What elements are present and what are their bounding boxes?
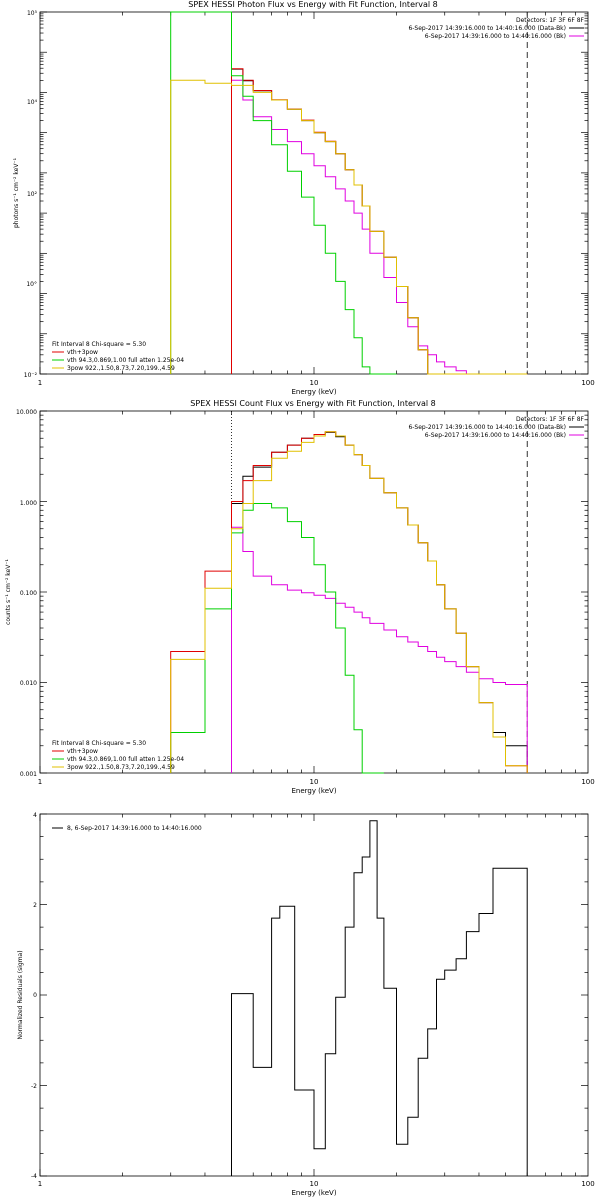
series-line-2 [231, 526, 528, 773]
series-line-3 [231, 68, 528, 375]
y-tick-label: 1.000 [20, 500, 37, 507]
chart-title: SPEX HESSI Count Flux vs Energy with Fit… [190, 399, 435, 408]
top-legend: Detectors: 1F 3F 6F 8F 6-Sep-2017 14:39:… [408, 17, 584, 40]
legend-text: Fit Interval 8 Chi-square = 5.30 [52, 740, 146, 747]
series-line-3 [170, 431, 528, 773]
tick-marks [39, 11, 588, 375]
y-tick-label: 4 [33, 812, 37, 819]
series-line-5 [170, 431, 528, 773]
y-axis-label: Normalized Residuals (sigma) [17, 950, 24, 1039]
legend-text: vth 94.3,0.869,1.00 full atten 1.25e-04 [67, 357, 184, 364]
legend-text: Fit Interval 8 Chi-square = 5.30 [52, 341, 146, 348]
bottom-legend: Fit Interval 8 Chi-square = 5.30 vth+3po… [52, 341, 184, 372]
y-tick-label: -2 [31, 1083, 37, 1090]
y-tick-labels: 4 2 0 -2 -4 [31, 812, 37, 1180]
chart-marks [170, 411, 528, 774]
x-tick-label: 1 [38, 1180, 42, 1188]
legend-text: vth+3pow [67, 748, 98, 755]
count-flux-panel: SPEX HESSI Count Flux vs Energy with Fit… [5, 399, 595, 795]
x-axis-label: Energy (keV) [291, 787, 336, 795]
y-tick-label: 10⁴ [27, 99, 38, 106]
y-tick-labels: 10.000 1.000 0.100 0.010 0.001 [16, 409, 37, 778]
y-tick-label: 0.010 [20, 680, 37, 687]
legend-text: vth+3pow [67, 349, 98, 356]
y-tick-label: 10° [26, 281, 37, 288]
plot-frame [39, 11, 589, 375]
tick-marks [39, 410, 588, 774]
y-tick-label: -4 [31, 1173, 37, 1180]
y-tick-label: 10.000 [16, 409, 37, 416]
series-line-4 [170, 11, 397, 375]
top-legend: Detectors: 1F 3F 6F 8F 6-Sep-2017 14:39:… [408, 416, 584, 439]
legend-text: 8, 6-Sep-2017 14:39:16.000 to 14:40:16.0… [67, 825, 202, 832]
chart-marks [170, 11, 528, 375]
series-line-1 [231, 431, 528, 773]
legend-text: 6-Sep-2017 14:39:16.000 to 14:40:16.000 … [425, 432, 566, 439]
y-tick-labels: 10⁵ 10⁴ 10² 10° 10⁻² [24, 10, 38, 379]
detectors-label: Detectors: 1F 3F 6F 8F [516, 17, 585, 24]
x-tick-label: 10 [310, 778, 319, 786]
chart-marks [231, 820, 528, 1176]
x-tick-labels: 1 10 100 [38, 379, 595, 387]
detectors-label: Detectors: 1F 3F 6F 8F [516, 416, 585, 423]
x-tick-label: 10 [310, 1180, 319, 1188]
legend-text: 6-Sep-2017 14:39:16.000 to 14:40:16.000 … [408, 25, 566, 32]
x-tick-label: 100 [581, 1180, 594, 1188]
y-tick-label: 10⁵ [27, 10, 38, 17]
y-tick-label: 0 [33, 992, 37, 999]
y-axis-label: counts s⁻¹ cm⁻² keV⁻¹ [5, 559, 12, 625]
series-line-1 [231, 820, 528, 1176]
x-axis-label: Energy (keV) [291, 388, 336, 396]
plot-frame [39, 410, 589, 774]
y-tick-label: 0.100 [20, 590, 37, 597]
y-tick-label: 2 [33, 902, 37, 909]
legend-text: 6-Sep-2017 14:39:16.000 to 14:40:16.000 … [408, 424, 566, 431]
series-line-2 [231, 79, 528, 375]
legend: 8, 6-Sep-2017 14:39:16.000 to 14:40:16.0… [52, 825, 202, 832]
x-tick-label: 100 [581, 379, 594, 387]
tick-marks [39, 813, 588, 1177]
legend-text: 3pow 922.,1.50,8.73,7.20,199.,4.59 [67, 764, 175, 771]
legend-text: 6-Sep-2017 14:39:16.000 to 14:40:16.000 … [425, 33, 566, 40]
series-line-1 [231, 68, 528, 375]
x-axis-label: Energy (keV) [291, 1189, 336, 1197]
x-tick-label: 1 [38, 778, 42, 786]
x-tick-label: 100 [581, 778, 594, 786]
y-axis-label: photons s⁻¹ cm⁻² keV⁻¹ [13, 157, 20, 228]
x-tick-labels: 1 10 100 [38, 778, 595, 786]
bottom-legend: Fit Interval 8 Chi-square = 5.30 vth+3po… [52, 740, 184, 771]
series-line-4 [170, 503, 384, 774]
photon-flux-panel: SPEX HESSI Photon Flux vs Energy with Fi… [13, 0, 595, 396]
x-tick-label: 1 [38, 379, 42, 387]
x-tick-labels: 1 10 100 [38, 1180, 595, 1188]
chart-title: SPEX HESSI Photon Flux vs Energy with Fi… [188, 0, 438, 9]
y-tick-label: 10⁻² [24, 372, 38, 379]
y-tick-label: 0.001 [20, 771, 37, 778]
legend-text: vth 94.3,0.869,1.00 full atten 1.25e-04 [67, 756, 184, 763]
x-tick-label: 10 [310, 379, 319, 387]
series-line-5 [170, 79, 528, 375]
legend-text: 3pow 922.,1.50,8.73,7.20,199.,4.59 [67, 365, 175, 372]
y-tick-label: 10² [27, 191, 38, 198]
residuals-panel: 1 10 100 4 2 0 -2 -4 Energy (keV) Normal… [17, 812, 595, 1197]
